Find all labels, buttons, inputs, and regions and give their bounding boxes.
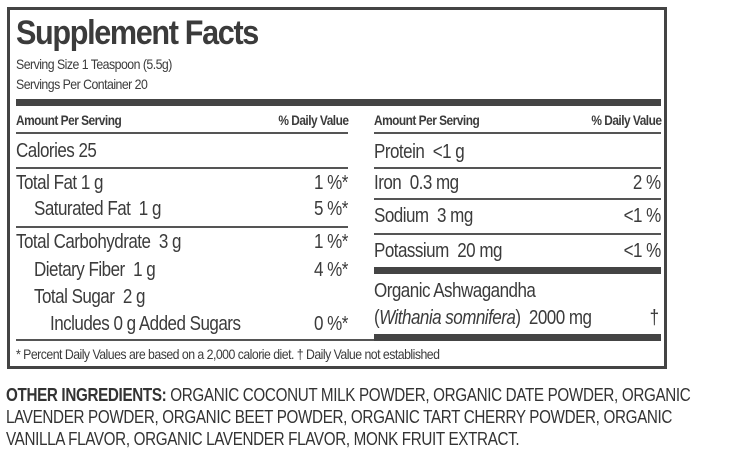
nutrient-row: Includes 0 g Added Sugars: [50, 313, 241, 335]
divider: [374, 167, 661, 169]
nutrient-row: Iron 0.3 mg: [374, 172, 459, 194]
divider: [374, 132, 661, 134]
ashwagandha-amount: (Withania somnifera) 2000 mg: [374, 307, 592, 329]
supplement-facts-panel: [7, 7, 667, 369]
divider-thick: [16, 99, 661, 106]
panel-title: Supplement Facts: [16, 14, 259, 52]
left-header-amount: Amount Per Serving: [16, 112, 122, 128]
nutrient-row: Saturated Fat 1 g: [34, 198, 161, 220]
calories: Calories 25: [16, 140, 97, 162]
nutrient-dv: 1 %*: [314, 172, 348, 194]
nutrient-row: Total Sugar 2 g: [34, 286, 145, 308]
nutrient-dv: 2 %: [633, 172, 661, 194]
serving-size: Serving Size 1 Teaspoon (5.5g): [16, 56, 172, 72]
ashwagandha-dv: †: [650, 307, 659, 329]
nutrient-dv: <1 %: [623, 240, 662, 262]
nutrient-row: Protein <1 g: [374, 141, 465, 163]
other-ingredients: OTHER INGREDIENTS: ORGANIC COCONUT MILK …: [6, 385, 691, 449]
divider: [374, 233, 661, 235]
right-header-amount: Amount Per Serving: [374, 112, 480, 128]
divider: [16, 132, 348, 134]
divider-thick: [374, 267, 661, 274]
ashwagandha-name: Organic Ashwagandha: [374, 280, 536, 302]
nutrient-row: Total Fat 1 g: [16, 172, 103, 194]
left-header-dv: % Daily Value: [277, 112, 349, 128]
nutrient-row: Potassium 20 mg: [374, 240, 502, 262]
nutrient-dv: 4 %*: [314, 259, 348, 281]
nutrient-dv: 0 %*: [314, 313, 348, 335]
footnote: * Percent Daily Values are based on a 2,…: [16, 346, 440, 362]
nutrient-dv: 5 %*: [314, 198, 348, 220]
nutrient-row: Total Carbohydrate 3 g: [16, 231, 182, 253]
nutrient-row: Sodium 3 mg: [374, 205, 473, 227]
divider: [16, 226, 348, 228]
divider: [16, 339, 374, 341]
divider-thick: [374, 334, 661, 341]
servings-per-container: Servings Per Container 20: [16, 76, 148, 92]
right-header-dv: % Daily Value: [590, 112, 662, 128]
divider: [16, 167, 348, 169]
divider: [374, 198, 661, 200]
nutrient-row: Dietary Fiber 1 g: [34, 259, 156, 281]
nutrient-dv: 1 %*: [314, 231, 348, 253]
nutrient-dv: <1 %: [623, 205, 662, 227]
